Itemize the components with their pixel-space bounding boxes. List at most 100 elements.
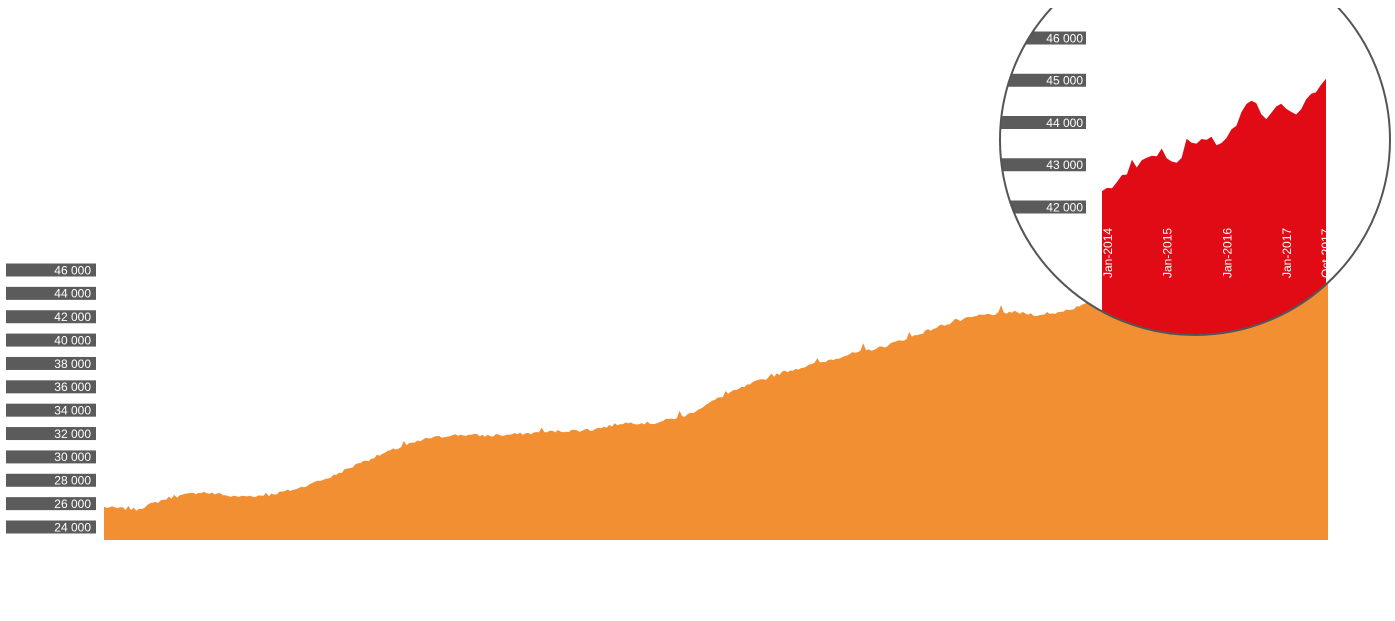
y-tick-box (6, 427, 96, 441)
inset-y-tick-42000: 42 000 (1000, 200, 1086, 214)
x-tick-label: Jan-2000 (751, 568, 765, 618)
y-tick-label: 24 000 (54, 520, 91, 534)
y-tick-box (6, 497, 96, 511)
x-tick-label: Jan-2015 (1237, 568, 1251, 618)
x-tick-label: Oct-2017 (1326, 568, 1340, 618)
inset-y-tick-44000: 44 000 (1000, 116, 1086, 130)
y-tick-28000: 28 000 (6, 474, 96, 488)
y-tick-34000: 34 000 (6, 403, 96, 417)
x-tick-label: Jan-1989 (394, 568, 408, 618)
magnifier-outline (999, 8, 1391, 336)
x-tick-label: Jan-2012 (1140, 568, 1154, 618)
inset-y-tick-label: 45 000 (1046, 74, 1083, 88)
x-tick-label: Jan-2003 (848, 568, 862, 618)
y-tick-box (6, 473, 96, 487)
x-tick-label: Jan-2009 (1042, 568, 1056, 618)
y-tick-label: 46 000 (54, 263, 91, 277)
inset-y-tick-label: 46 000 (1046, 31, 1083, 45)
y-tick-box (6, 520, 96, 534)
x-tick-label: Jan-1993 (524, 568, 538, 618)
x-tick-label: Jan-1998 (686, 568, 700, 618)
x-tick-label: Jan-2014 (1204, 568, 1218, 618)
y-tick-label: 30 000 (54, 450, 91, 464)
x-tick-label: Jan-1987 (329, 568, 343, 618)
y-tick-box (6, 263, 96, 277)
x-tick-label: Jan-1997 (653, 568, 667, 618)
x-tick-label: Jan-2007 (977, 568, 991, 618)
y-tick-44000: 44 000 (6, 287, 96, 301)
inset-y-tick-box (1000, 116, 1086, 129)
x-tick-label: Jan-1990 (426, 568, 440, 618)
y-tick-label: 34 000 (54, 403, 91, 417)
y-tick-label: 36 000 (54, 380, 91, 394)
y-tick-label: 28 000 (54, 474, 91, 488)
inset-x-tick-label: Oct-2017 (1319, 228, 1333, 278)
y-tick-26000: 26 000 (6, 497, 96, 511)
x-tick-label: Jan-2017 (1302, 568, 1316, 618)
x-tick-label: Jan-2013 (1172, 568, 1186, 618)
y-tick-box (6, 310, 96, 324)
x-tick-label: Jan-2004 (880, 568, 894, 618)
inset-x-tick-label: Jan-2014 (1101, 228, 1115, 278)
x-tick-label: Jan-2016 (1269, 568, 1283, 618)
x-tick-label: Jan-2005 (913, 568, 927, 618)
y-tick-box (6, 286, 96, 300)
y-tick-40000: 40 000 (6, 333, 96, 347)
x-tick-label: Jan-1982 (167, 568, 181, 618)
main-y-axis: 24 000 26 000 28 000 30 000 32 000 34 000 36 0… (6, 263, 96, 534)
main-plot-area (104, 279, 1328, 540)
x-tick-label: Jan-1980 (102, 568, 116, 618)
x-tick-label: Jan-2001 (783, 568, 797, 618)
x-tick-label: Jan-1999 (718, 568, 732, 618)
inset-x-tick-label: Jan-2016 (1221, 228, 1235, 278)
x-tick-label: Jan-1983 (199, 568, 213, 618)
y-tick-box (6, 333, 96, 347)
y-tick-label: 44 000 (54, 287, 91, 301)
x-tick-label: Jan-2006 (945, 568, 959, 618)
x-tick-label: Jan-1985 (264, 568, 278, 618)
inset-y-tick-box (1000, 158, 1086, 172)
inset-y-tick-43000: 43 000 (1000, 158, 1086, 172)
x-tick-label: Jan-1981 (134, 568, 148, 618)
y-tick-46000: 46 000 (6, 263, 96, 277)
inset-y-tick-label: 44 000 (1046, 116, 1083, 130)
y-tick-label: 42 000 (54, 310, 91, 324)
y-tick-box (6, 380, 96, 394)
y-tick-label: 40 000 (54, 333, 91, 347)
main-series-area (104, 279, 1328, 540)
inset-y-tick-46000: 46 000 (1000, 31, 1086, 45)
x-tick-label: Jan-1994 (556, 568, 570, 618)
y-tick-32000: 32 000 (6, 427, 96, 441)
inset-y-tick-box (1000, 200, 1086, 214)
inset-x-tick-label: Jan-2017 (1280, 228, 1294, 278)
inset-x-tick-label: Jan-2015 (1161, 228, 1175, 278)
x-tick-label: Jan-1986 (297, 568, 311, 618)
x-tick-label: Jan-1991 (459, 568, 473, 618)
y-tick-36000: 36 000 (6, 380, 96, 394)
y-tick-label: 38 000 (54, 357, 91, 371)
y-tick-24000: 24 000 (6, 520, 96, 534)
inset-y-tick-45000: 45 000 (1000, 74, 1086, 88)
y-tick-label: 32 000 (54, 427, 91, 441)
x-tick-label: Jan-1995 (588, 568, 602, 618)
main-x-axis: Jan-1980 Jan-1981 Jan-1982 Jan-1983 Jan-1984… (102, 568, 1340, 618)
y-tick-box (6, 403, 96, 417)
x-tick-label: Jan-1996 (621, 568, 635, 618)
y-tick-38000: 38 000 (6, 357, 96, 371)
y-tick-30000: 30 000 (6, 450, 96, 464)
x-tick-label: Jan-2002 (815, 568, 829, 618)
x-tick-label: Jan-1988 (361, 568, 375, 618)
x-tick-label: Jan-2010 (1075, 568, 1089, 618)
y-tick-box (6, 356, 96, 370)
x-tick-label: Jan-1984 (232, 568, 246, 618)
x-tick-label: Jan-2008 (1010, 568, 1024, 618)
y-tick-42000: 42 000 (6, 310, 96, 324)
x-tick-label: Jan-2011 (1107, 569, 1121, 618)
inset-y-tick-box (1000, 73, 1086, 87)
y-tick-box (6, 450, 96, 464)
inset-y-tick-label: 43 000 (1046, 158, 1083, 172)
y-tick-label: 26 000 (54, 497, 91, 511)
x-tick-label: Jan-1992 (491, 568, 505, 618)
inset-y-tick-label: 42 000 (1046, 200, 1083, 214)
